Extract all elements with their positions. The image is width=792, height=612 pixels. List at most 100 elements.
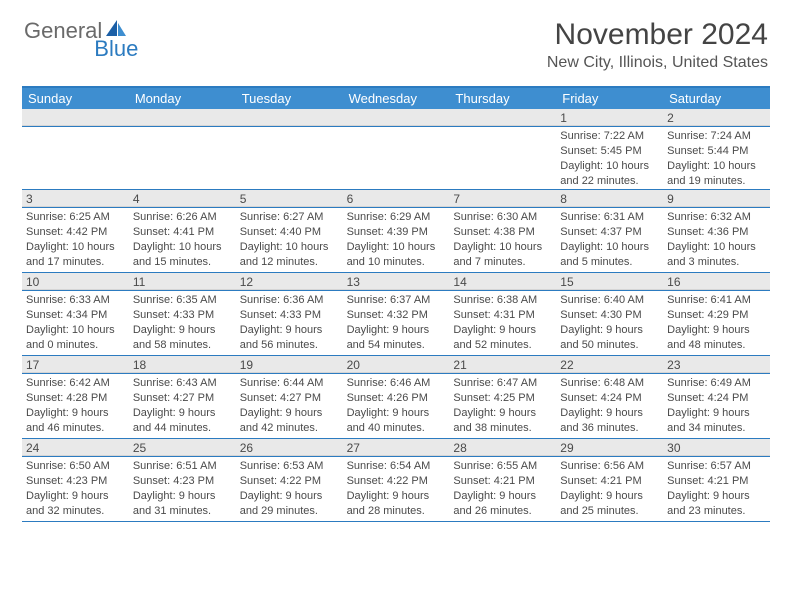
sunset-text: Sunset: 4:42 PM bbox=[26, 225, 125, 240]
day-cell: Sunrise: 6:27 AMSunset: 4:40 PMDaylight:… bbox=[236, 208, 343, 272]
sunrise-text: Sunrise: 6:40 AM bbox=[560, 293, 659, 308]
daylight-text: Daylight: 9 hours bbox=[240, 489, 339, 504]
date-cell: 2 bbox=[663, 109, 770, 126]
sunset-text: Sunset: 4:24 PM bbox=[667, 391, 766, 406]
day-cell bbox=[129, 127, 236, 189]
sunrise-text: Sunrise: 6:49 AM bbox=[667, 376, 766, 391]
date-cell: 10 bbox=[22, 273, 129, 290]
date-cell: 30 bbox=[663, 439, 770, 456]
daylight-text: and 25 minutes. bbox=[560, 504, 659, 519]
data-row: Sunrise: 6:25 AMSunset: 4:42 PM Daylight:… bbox=[22, 208, 770, 273]
daylight-text: and 12 minutes. bbox=[240, 255, 339, 270]
date-cell: 27 bbox=[343, 439, 450, 456]
daylight-text: Daylight: 9 hours bbox=[560, 406, 659, 421]
sunset-text: Sunset: 4:33 PM bbox=[133, 308, 232, 323]
sunrise-text: Sunrise: 6:48 AM bbox=[560, 376, 659, 391]
daylight-text: and 54 minutes. bbox=[347, 338, 446, 353]
day-cell: Sunrise: 6:25 AMSunset: 4:42 PMDaylight:… bbox=[22, 208, 129, 272]
daylight-text: Daylight: 9 hours bbox=[667, 323, 766, 338]
date-cell: 8 bbox=[556, 190, 663, 207]
day-cell bbox=[343, 127, 450, 189]
sunrise-text: Sunrise: 6:43 AM bbox=[133, 376, 232, 391]
day-cell: Sunrise: 6:46 AMSunset: 4:26 PMDaylight:… bbox=[343, 374, 450, 438]
date-cell: 6 bbox=[343, 190, 450, 207]
date-row: 10111213141516 bbox=[22, 273, 770, 291]
date-cell: 28 bbox=[449, 439, 556, 456]
day-cell: Sunrise: 7:24 AMSunset: 5:44 PMDaylight:… bbox=[663, 127, 770, 189]
day-cell: Sunrise: 6:56 AMSunset: 4:21 PMDaylight:… bbox=[556, 457, 663, 521]
date-cell bbox=[236, 109, 343, 126]
sunrise-text: Sunrise: 6:32 AM bbox=[667, 210, 766, 225]
daylight-text: Daylight: 10 hours bbox=[560, 240, 659, 255]
sunset-text: Sunset: 4:27 PM bbox=[133, 391, 232, 406]
daylight-text: and 10 minutes. bbox=[347, 255, 446, 270]
day-cell: Sunrise: 6:33 AMSunset: 4:34 PMDaylight:… bbox=[22, 291, 129, 355]
sunset-text: Sunset: 4:31 PM bbox=[453, 308, 552, 323]
sunrise-text: Sunrise: 6:53 AM bbox=[240, 459, 339, 474]
day-cell: Sunrise: 6:42 AMSunset: 4:28 PMDaylight:… bbox=[22, 374, 129, 438]
date-cell: 12 bbox=[236, 273, 343, 290]
day-cell: Sunrise: 6:43 AMSunset: 4:27 PMDaylight:… bbox=[129, 374, 236, 438]
sunset-text: Sunset: 5:45 PM bbox=[560, 144, 659, 159]
sunset-text: Sunset: 4:23 PM bbox=[26, 474, 125, 489]
date-cell: 24 bbox=[22, 439, 129, 456]
sunset-text: Sunset: 4:22 PM bbox=[240, 474, 339, 489]
sunrise-text: Sunrise: 6:56 AM bbox=[560, 459, 659, 474]
daylight-text: Daylight: 9 hours bbox=[240, 323, 339, 338]
day-cell: Sunrise: 6:38 AMSunset: 4:31 PMDaylight:… bbox=[449, 291, 556, 355]
day-header: Sunday bbox=[22, 88, 129, 109]
sunrise-text: Sunrise: 6:44 AM bbox=[240, 376, 339, 391]
sunset-text: Sunset: 4:38 PM bbox=[453, 225, 552, 240]
day-cell: Sunrise: 6:32 AMSunset: 4:36 PMDaylight:… bbox=[663, 208, 770, 272]
title-block: November 2024 New City, Illinois, United… bbox=[547, 18, 768, 72]
sunset-text: Sunset: 4:21 PM bbox=[453, 474, 552, 489]
day-cell: Sunrise: 6:47 AMSunset: 4:25 PMDaylight:… bbox=[449, 374, 556, 438]
sunrise-text: Sunrise: 6:31 AM bbox=[560, 210, 659, 225]
sunset-text: Sunset: 4:25 PM bbox=[453, 391, 552, 406]
day-cell: Sunrise: 6:51 AMSunset: 4:23 PMDaylight:… bbox=[129, 457, 236, 521]
calendar: SundayMondayTuesdayWednesdayThursdayFrid… bbox=[22, 86, 770, 522]
day-cell bbox=[449, 127, 556, 189]
sunset-text: Sunset: 4:21 PM bbox=[667, 474, 766, 489]
sunrise-text: Sunrise: 6:25 AM bbox=[26, 210, 125, 225]
sunrise-text: Sunrise: 6:47 AM bbox=[453, 376, 552, 391]
sunset-text: Sunset: 4:27 PM bbox=[240, 391, 339, 406]
logo: General Blue bbox=[24, 18, 174, 44]
date-cell bbox=[22, 109, 129, 126]
logo-text-blue: Blue bbox=[94, 36, 138, 62]
daylight-text: and 19 minutes. bbox=[667, 174, 766, 189]
daylight-text: and 38 minutes. bbox=[453, 421, 552, 436]
sunset-text: Sunset: 5:44 PM bbox=[667, 144, 766, 159]
daylight-text: and 23 minutes. bbox=[667, 504, 766, 519]
sunrise-text: Sunrise: 6:55 AM bbox=[453, 459, 552, 474]
daylight-text: Daylight: 9 hours bbox=[453, 406, 552, 421]
date-cell: 11 bbox=[129, 273, 236, 290]
sunrise-text: Sunrise: 6:26 AM bbox=[133, 210, 232, 225]
sunrise-text: Sunrise: 6:38 AM bbox=[453, 293, 552, 308]
daylight-text: and 15 minutes. bbox=[133, 255, 232, 270]
date-cell: 14 bbox=[449, 273, 556, 290]
day-cell bbox=[236, 127, 343, 189]
day-cell: Sunrise: 6:55 AMSunset: 4:21 PMDaylight:… bbox=[449, 457, 556, 521]
sunrise-text: Sunrise: 6:35 AM bbox=[133, 293, 232, 308]
daylight-text: and 44 minutes. bbox=[133, 421, 232, 436]
date-cell: 17 bbox=[22, 356, 129, 373]
day-header: Thursday bbox=[449, 88, 556, 109]
date-cell bbox=[129, 109, 236, 126]
sunrise-text: Sunrise: 6:46 AM bbox=[347, 376, 446, 391]
daylight-text: Daylight: 10 hours bbox=[133, 240, 232, 255]
day-cell bbox=[22, 127, 129, 189]
daylight-text: Daylight: 9 hours bbox=[133, 489, 232, 504]
sunrise-text: Sunrise: 6:57 AM bbox=[667, 459, 766, 474]
daylight-text: and 58 minutes. bbox=[133, 338, 232, 353]
date-cell: 23 bbox=[663, 356, 770, 373]
day-cell: Sunrise: 6:35 AMSunset: 4:33 PMDaylight:… bbox=[129, 291, 236, 355]
daylight-text: and 40 minutes. bbox=[347, 421, 446, 436]
sunrise-text: Sunrise: 6:41 AM bbox=[667, 293, 766, 308]
sunset-text: Sunset: 4:36 PM bbox=[667, 225, 766, 240]
daylight-text: Daylight: 10 hours bbox=[347, 240, 446, 255]
day-cell: Sunrise: 6:29 AMSunset: 4:39 PMDaylight:… bbox=[343, 208, 450, 272]
daylight-text: Daylight: 10 hours bbox=[667, 159, 766, 174]
day-cell: Sunrise: 6:40 AMSunset: 4:30 PMDaylight:… bbox=[556, 291, 663, 355]
day-header: Friday bbox=[556, 88, 663, 109]
